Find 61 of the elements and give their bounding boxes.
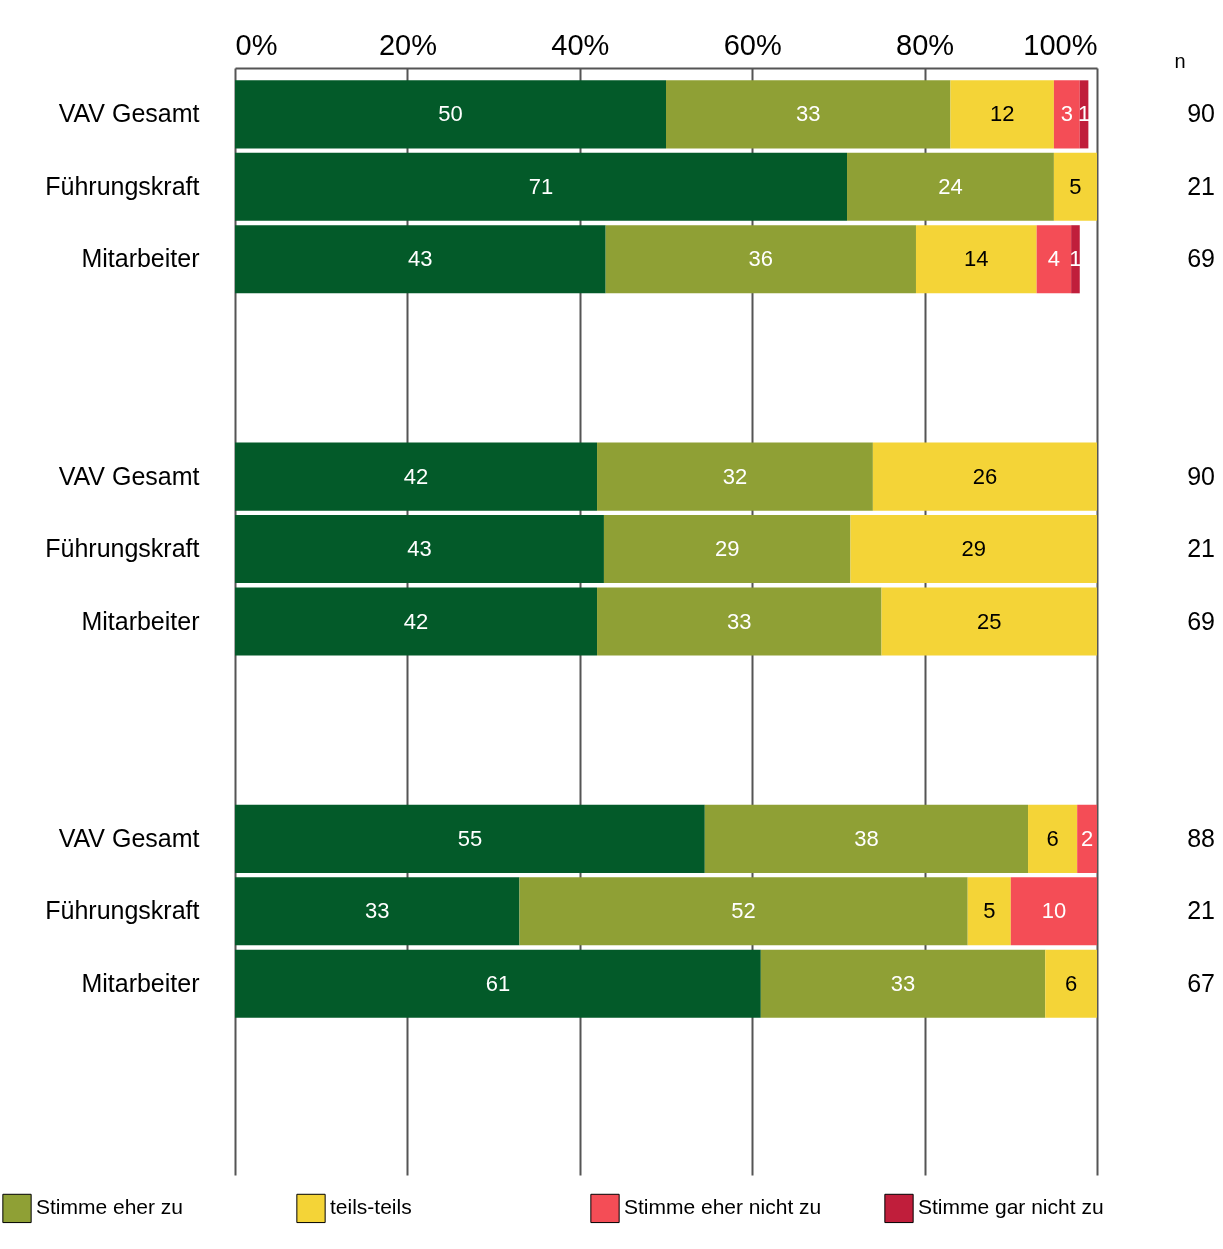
y-tick-label: Führungskraft [45,896,200,925]
text: 90 [1187,461,1215,490]
data-label: 61 [485,970,511,996]
legend-label: Stimme eher nicht zu [624,1195,822,1219]
data-label: 33 [364,898,390,924]
data-label: 1 [1069,246,1082,272]
legend-label: teils-teils [330,1195,412,1219]
x-tick-label: 40% [551,28,610,61]
x-tick-label: 20% [378,28,437,61]
data-label: 4 [1047,246,1061,272]
text: n [1174,50,1186,72]
data-label: 5 [983,898,996,924]
text: 21 [1187,171,1215,200]
data-label: 5 [1069,173,1082,199]
data-label: 42 [403,608,429,634]
data-label: 38 [854,825,879,851]
data-label: 29 [714,536,740,562]
y-tick-label: Mitarbeiter [81,968,200,997]
x-tick-label: 60% [723,28,782,61]
legend-label: Stimme gar nicht zu [918,1195,1104,1219]
text: 21 [1187,896,1215,925]
data-label: 24 [938,173,963,199]
data-label: 36 [748,246,774,272]
y-tick-label: VAV Gesamt [58,461,200,490]
legend-label: Stimme eher zu [36,1195,184,1219]
data-label: 43 [407,536,432,562]
data-label: 25 [977,608,1002,634]
data-label: 71 [528,173,554,199]
x-tick-label: 0% [235,28,278,61]
text: 21 [1187,534,1215,563]
data-label: 6 [1065,970,1078,996]
text: 88 [1187,823,1215,852]
data-label: 55 [457,825,483,851]
data-label: 33 [727,608,752,634]
data-label: 26 [972,463,998,489]
text: 69 [1187,606,1215,635]
data-label: 50 [438,101,463,127]
data-label: 3 [1060,101,1073,127]
data-label: 43 [408,246,433,272]
text: 69 [1187,244,1215,273]
data-label: 6 [1046,825,1059,851]
text: 90 [1187,99,1215,128]
data-label: 14 [964,246,989,272]
data-label: 32 [722,463,748,489]
y-tick-label: Führungskraft [45,534,200,563]
y-tick-label: Führungskraft [45,171,200,200]
x-tick-label: 80% [896,28,955,61]
data-label: 12 [989,101,1015,127]
data-label: 33 [795,101,821,127]
text: 67 [1187,968,1215,997]
y-tick-label: Mitarbeiter [81,606,200,635]
data-label: 29 [961,536,986,562]
x-tick-label: 100% [1023,28,1098,61]
data-label: 33 [890,970,916,996]
data-label: 10 [1041,898,1067,924]
y-tick-label: VAV Gesamt [58,99,200,128]
data-label: 52 [731,898,756,924]
y-tick-label: Mitarbeiter [81,244,200,273]
data-label: 42 [403,463,429,489]
y-tick-label: VAV Gesamt [58,823,200,852]
data-label: 2 [1080,825,1094,851]
